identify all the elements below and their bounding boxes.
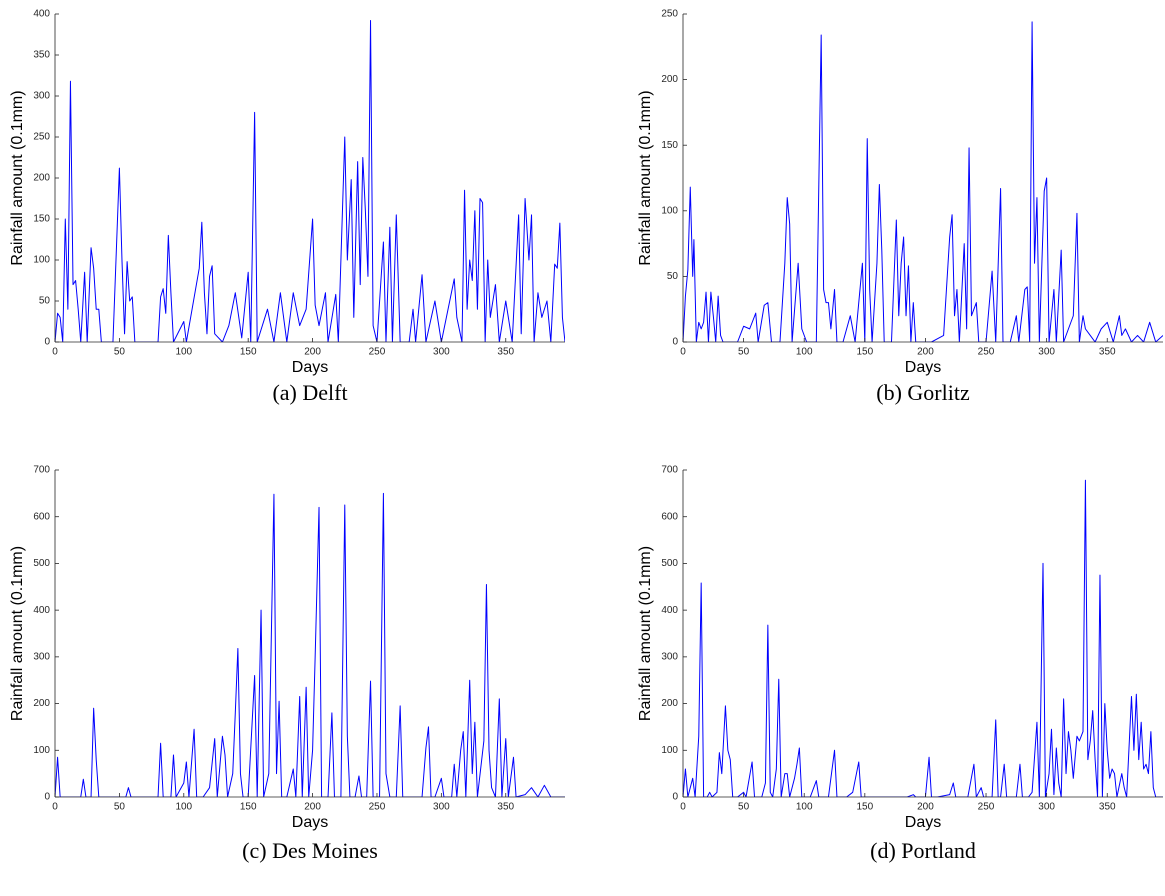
x-tick-label: 250 xyxy=(978,802,995,813)
y-axis-label: Rainfall amount (0.1mm) xyxy=(9,90,26,265)
y-axis-label: Rainfall amount (0.1mm) xyxy=(9,546,26,721)
x-tick-label: 100 xyxy=(796,347,813,358)
y-tick-label: 500 xyxy=(33,558,50,569)
x-axis-label: Days xyxy=(292,359,328,376)
x-tick-label: 100 xyxy=(175,802,192,813)
y-axis-label: Rainfall amount (0.1mm) xyxy=(637,546,654,721)
y-tick-label: 300 xyxy=(661,651,678,662)
x-tick-label: 300 xyxy=(1038,347,1055,358)
x-tick-label: 250 xyxy=(369,347,386,358)
y-tick-label: 0 xyxy=(44,792,50,803)
caption: (b) Gorlitz xyxy=(876,380,970,405)
chart-panel: 0 50 100 150 200 250 300 350 0 100 200 300 400 500 600… xyxy=(9,465,565,863)
x-tick-label: 50 xyxy=(738,347,750,358)
x-tick-label: 150 xyxy=(240,347,257,358)
y-tick-label: 0 xyxy=(672,337,678,348)
x-tick-label: 0 xyxy=(680,802,686,813)
x-axis-label: Days xyxy=(905,359,941,376)
x-tick-label: 50 xyxy=(114,347,126,358)
caption: (d) Portland xyxy=(870,838,976,863)
y-tick-label: 300 xyxy=(33,651,50,662)
x-axis-label: Days xyxy=(292,814,328,831)
plot-area xyxy=(55,20,565,342)
y-tick-label: 600 xyxy=(661,511,678,522)
x-tick-label: 350 xyxy=(497,347,514,358)
data-line xyxy=(55,20,565,342)
x-tick-label: 0 xyxy=(52,347,58,358)
y-tick-label: 200 xyxy=(33,173,50,184)
plot-area xyxy=(683,21,1163,342)
y-tick-label: 200 xyxy=(33,698,50,709)
y-tick-label: 100 xyxy=(33,745,50,756)
x-tick-label: 200 xyxy=(304,347,321,358)
x-tick-label: 350 xyxy=(1099,802,1116,813)
x-tick-label: 250 xyxy=(369,802,386,813)
x-tick-label: 0 xyxy=(680,347,686,358)
x-tick-label: 100 xyxy=(796,802,813,813)
y-tick-label: 400 xyxy=(661,605,678,616)
x-tick-label: 150 xyxy=(856,347,873,358)
x-tick-label: 200 xyxy=(304,802,321,813)
x-tick-label: 150 xyxy=(240,802,257,813)
caption: (a) Delft xyxy=(272,380,347,405)
x-tick-label: 50 xyxy=(738,802,750,813)
data-line xyxy=(683,479,1163,797)
y-tick-label: 0 xyxy=(44,337,50,348)
y-tick-label: 150 xyxy=(33,214,50,225)
y-tick-label: 300 xyxy=(33,91,50,102)
x-tick-label: 50 xyxy=(114,802,126,813)
y-tick-label: 350 xyxy=(33,50,50,61)
y-tick-label: 100 xyxy=(661,205,678,216)
y-tick-label: 400 xyxy=(33,9,50,20)
plot-area xyxy=(683,479,1163,797)
x-tick-label: 250 xyxy=(978,347,995,358)
x-axis-label: Days xyxy=(905,814,941,831)
y-tick-label: 250 xyxy=(661,9,678,20)
y-tick-label: 150 xyxy=(661,140,678,151)
y-tick-label: 600 xyxy=(33,511,50,522)
y-tick-label: 250 xyxy=(33,132,50,143)
x-tick-label: 350 xyxy=(1099,347,1116,358)
y-axis-label: Rainfall amount (0.1mm) xyxy=(637,90,654,265)
data-line xyxy=(55,492,565,797)
y-tick-label: 50 xyxy=(39,296,51,307)
y-tick-label: 0 xyxy=(672,792,678,803)
chart-panel: 0 50 100 150 200 250 300 350 0 100 200 300 400 500 600… xyxy=(637,465,1163,863)
data-line xyxy=(683,21,1163,342)
x-tick-label: 350 xyxy=(497,802,514,813)
x-tick-label: 100 xyxy=(175,347,192,358)
y-tick-label: 700 xyxy=(33,465,50,476)
y-tick-label: 200 xyxy=(661,74,678,85)
plot-area xyxy=(55,492,565,797)
y-tick-label: 700 xyxy=(661,465,678,476)
caption: (c) Des Moines xyxy=(242,838,378,863)
x-tick-label: 300 xyxy=(433,802,450,813)
y-tick-label: 100 xyxy=(33,255,50,266)
y-tick-label: 50 xyxy=(667,271,679,282)
x-tick-label: 200 xyxy=(917,802,934,813)
chart-panel: 0 50 100 150 200 250 300 350 0 50 100 150 200 250 300 3… xyxy=(9,9,565,405)
y-tick-label: 400 xyxy=(33,605,50,616)
x-tick-label: 150 xyxy=(856,802,873,813)
x-tick-label: 300 xyxy=(433,347,450,358)
x-tick-label: 300 xyxy=(1038,802,1055,813)
x-tick-label: 0 xyxy=(52,802,58,813)
y-tick-label: 500 xyxy=(661,558,678,569)
y-tick-label: 200 xyxy=(661,698,678,709)
chart-panel: 0 50 100 150 200 250 300 350 0 50 100 150 200 250 Days… xyxy=(637,9,1163,405)
y-tick-label: 100 xyxy=(661,745,678,756)
x-tick-label: 200 xyxy=(917,347,934,358)
